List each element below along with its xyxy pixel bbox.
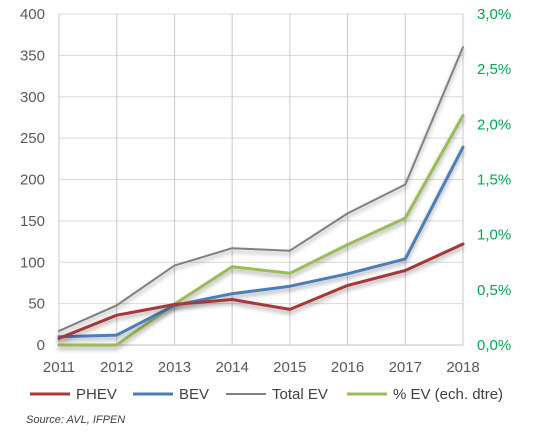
legend: PHEV BEV Total EV % EV (ech. dtre) [30,386,503,403]
y2-tick-label: 2,0% [477,116,511,133]
series-lines [57,46,465,347]
legend-label: Total EV [272,386,328,403]
y2-tick-label: 0,5% [477,282,511,299]
y-tick-label: 300 [20,89,45,106]
x-tick-label: 2011 [43,359,75,376]
legend-label: % EV (ech. dtre) [393,386,503,403]
x-tick-label: 2017 [389,359,422,376]
y2-tick-label: 2,5% [477,61,511,78]
y2-tick-label: 1,5% [477,172,511,189]
series-line-total-ev [58,46,464,332]
x-tick-label: 2012 [100,359,133,376]
y2-tick-label: 1,0% [477,227,511,244]
y-tick-label: 0 [37,337,45,354]
series-line-bev [57,145,465,339]
source-note: Source: AVL, IFPEN [26,414,126,426]
y-tick-label: 200 [20,172,45,189]
x-tick-label: 2018 [446,359,479,376]
axes: 0 50 100 150 200 250 300 350 400 2011 2012 2013 2014… [20,6,511,376]
y-tick-label: 50 [28,296,45,313]
x-tick-label: 2014 [215,359,248,376]
legend-label: BEV [179,386,209,403]
y-tick-label: 250 [20,130,45,147]
grid [58,13,464,346]
y-tick-label: 350 [20,47,45,64]
y-tick-label: 150 [20,213,45,230]
series-line-phev [57,242,465,340]
x-tick-label: 2013 [158,359,191,376]
y-tick-label: 400 [20,6,45,23]
series-line-ev-ech-dtre [57,114,465,347]
x-tick-label: 2015 [273,359,306,376]
y2-tick-label: 0,0% [477,337,511,354]
y-tick-label: 100 [20,254,45,271]
legend-label: PHEV [76,386,117,403]
y2-tick-label: 3,0% [477,6,511,23]
x-tick-label: 2016 [331,359,364,376]
